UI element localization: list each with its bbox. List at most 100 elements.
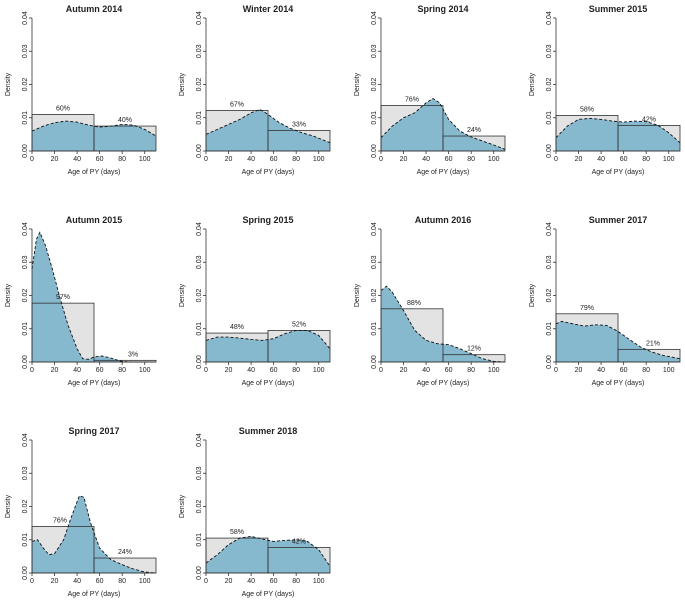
x-tick-label: 20 [51, 156, 59, 163]
y-tick-label: 0.00 [22, 566, 29, 580]
x-tick-label: 60 [620, 367, 628, 374]
x-tick-label: 0 [379, 156, 383, 163]
x-tick-label: 0 [204, 578, 208, 585]
x-tick-label: 40 [73, 367, 81, 374]
x-tick-label: 80 [642, 156, 650, 163]
x-tick-label: 20 [400, 367, 408, 374]
density-line [31, 495, 157, 574]
y-tick-label: 0.01 [22, 111, 29, 125]
y-tick-label: 0.00 [371, 144, 378, 158]
percentage-label: 24% [118, 549, 132, 556]
x-tick-label: 40 [73, 156, 81, 163]
x-tick-label: 80 [118, 156, 126, 163]
panel: Spring 2015 48% 52% 0 20 40 60 80 100 0.00 0.01 0.0… [179, 215, 331, 387]
x-tick-label: 20 [225, 367, 233, 374]
x-tick-label: 80 [292, 578, 300, 585]
y-axis-label: Density [354, 283, 361, 307]
y-tick-label: 0.01 [196, 533, 203, 547]
x-tick-label: 20 [575, 156, 583, 163]
percentage-label: 21% [646, 340, 660, 347]
x-axis-label: Age of PY (days) [592, 169, 645, 176]
y-tick-label: 0.00 [196, 566, 203, 580]
x-tick-label: 80 [642, 367, 650, 374]
x-tick-label: 100 [488, 367, 500, 374]
y-axis-label: Density [5, 283, 12, 307]
x-tick-label: 100 [139, 367, 151, 374]
panel: Summer 2015 58% 42% 0 20 40 60 80 100 0.00 0.01 0.0… [529, 4, 681, 176]
x-axis-label: Age of PY (days) [68, 591, 121, 598]
percentage-label: 76% [53, 517, 67, 524]
x-tick-label: 100 [313, 367, 325, 374]
x-tick-label: 0 [554, 367, 558, 374]
density-fill [32, 232, 156, 362]
x-axis-label: Age of PY (days) [242, 169, 295, 176]
y-tick-label: 0.01 [371, 322, 378, 336]
panel: Summer 2018 58% 42% 0 20 40 60 80 100 0.00 0.01 0.0… [179, 426, 331, 598]
percentage-label: 58% [580, 106, 594, 113]
y-tick-label: 0.03 [371, 255, 378, 269]
density-line [31, 231, 156, 363]
y-axis-label: Density [5, 494, 12, 518]
y-tick-label: 0.03 [196, 255, 203, 269]
y-tick-label: 0.04 [196, 11, 203, 25]
x-tick-label: 40 [247, 367, 255, 374]
density-line [205, 108, 331, 144]
x-tick-label: 100 [139, 156, 151, 163]
x-tick-label: 80 [467, 367, 475, 374]
y-tick-label: 0.02 [546, 289, 553, 303]
panel-title: Summer 2017 [589, 215, 648, 225]
y-tick-label: 0.00 [22, 355, 29, 369]
density-line [555, 320, 681, 360]
x-tick-label: 80 [292, 156, 300, 163]
x-tick-label: 20 [400, 156, 408, 163]
panel: Summer 2017 79% 21% 0 20 40 60 80 100 0.00 0.01 0.0… [529, 215, 681, 387]
y-tick-label: 0.01 [196, 111, 203, 125]
x-tick-label: 80 [118, 367, 126, 374]
x-tick-label: 100 [488, 156, 500, 163]
y-tick-label: 0.02 [22, 289, 29, 303]
x-tick-label: 60 [270, 367, 278, 374]
x-axis-label: Age of PY (days) [242, 380, 295, 387]
y-tick-label: 0.00 [371, 355, 378, 369]
y-axis-label: Density [354, 72, 361, 96]
y-tick-label: 0.04 [196, 433, 203, 447]
x-tick-label: 20 [51, 367, 59, 374]
x-tick-label: 80 [292, 367, 300, 374]
percentage-label: 79% [580, 305, 594, 312]
percentage-label: 76% [405, 96, 419, 103]
y-tick-label: 0.02 [371, 78, 378, 92]
x-tick-label: 100 [313, 156, 325, 163]
panel-title: Autumn 2016 [415, 215, 472, 225]
y-tick-label: 0.02 [196, 78, 203, 92]
y-tick-label: 0.01 [22, 322, 29, 336]
y-tick-label: 0.02 [196, 289, 203, 303]
y-tick-label: 0.02 [22, 78, 29, 92]
panel: Spring 2017 76% 24% 0 20 40 60 80 100 0.00 0.01 0.0… [5, 426, 157, 598]
panel-title: Winter 2014 [243, 4, 293, 14]
x-tick-label: 60 [445, 156, 453, 163]
x-tick-label: 100 [663, 367, 675, 374]
y-axis-label: Density [529, 283, 536, 307]
y-tick-label: 0.03 [22, 466, 29, 480]
percentage-label: 3% [128, 351, 138, 358]
x-tick-label: 80 [118, 578, 126, 585]
y-tick-label: 0.01 [546, 322, 553, 336]
x-tick-label: 0 [30, 367, 34, 374]
x-axis-label: Age of PY (days) [68, 380, 121, 387]
percentage-label: 67% [230, 101, 244, 108]
y-tick-label: 0.03 [546, 44, 553, 58]
x-tick-label: 80 [467, 156, 475, 163]
y-tick-label: 0.03 [196, 466, 203, 480]
y-tick-label: 0.04 [22, 11, 29, 25]
density-line [555, 117, 681, 144]
y-tick-label: 0.03 [371, 44, 378, 58]
panel-title: Summer 2018 [239, 426, 298, 436]
y-tick-label: 0.02 [546, 78, 553, 92]
x-tick-label: 20 [225, 578, 233, 585]
y-axis-label: Density [179, 494, 186, 518]
density-line [205, 329, 331, 349]
x-tick-label: 40 [422, 156, 430, 163]
y-tick-label: 0.02 [196, 500, 203, 514]
panel: Spring 2014 76% 24% 0 20 40 60 80 100 0.00 0.01 0.0… [354, 4, 506, 176]
